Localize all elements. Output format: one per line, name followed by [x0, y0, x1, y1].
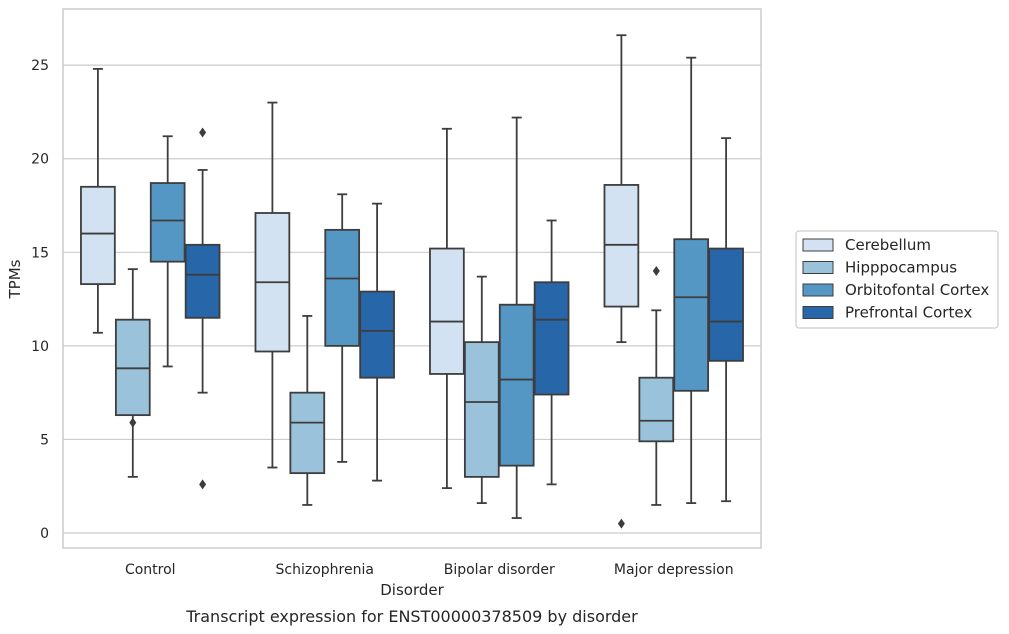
outlier-point: [199, 479, 207, 490]
box-orbitofontal-cortex: [149, 135, 186, 368]
x-tick-label: Bipolar disorder: [444, 562, 555, 578]
box-iqr: [463, 341, 500, 478]
legend-swatch: [802, 306, 834, 319]
y-tick-label: 5: [40, 432, 49, 448]
legend-label: Orbitofontal Cortex: [845, 281, 989, 299]
y-tick-label: 20: [31, 152, 49, 168]
box-iqr: [324, 228, 361, 347]
box-iqr: [603, 184, 640, 308]
box-iqr: [80, 185, 116, 286]
box-iqr: [673, 238, 710, 392]
outlier-point: [129, 417, 137, 428]
legend-swatch: [802, 261, 834, 274]
x-axis-label: Disorder: [380, 581, 444, 599]
box-prefrontal-cortex: [184, 127, 221, 490]
box-iqr: [638, 376, 675, 443]
box-iqr: [708, 247, 744, 362]
box-iqr: [114, 318, 151, 417]
legend-label: Cerebellum: [845, 236, 931, 254]
box-cerebellum: [603, 34, 640, 529]
y-axis-label: TPMs: [6, 259, 24, 299]
box-hipppocampus: [638, 266, 675, 506]
box-iqr: [149, 182, 186, 263]
x-tick-label: Major depression: [614, 562, 734, 578]
box-iqr: [533, 281, 570, 396]
box-hipppocampus: [289, 315, 326, 506]
box-cerebellum: [80, 67, 116, 334]
legend-label: Prefrontal Cortex: [845, 304, 972, 322]
box-prefrontal-cortex: [359, 202, 395, 482]
x-tick-label: Schizophrenia: [276, 562, 374, 578]
box-hipppocampus: [463, 275, 500, 504]
x-tick-labels: Control Schizophrenia Bipolar disorder Majo…: [125, 562, 734, 578]
box-iqr: [359, 290, 395, 379]
chart-caption: Transcript expression for ENST0000037850…: [185, 607, 638, 626]
box-prefrontal-cortex: [533, 219, 570, 486]
legend-swatch: [802, 238, 834, 252]
box-iqr: [184, 243, 221, 319]
y-tick-labels: 0 5 10 15 20 25: [31, 58, 49, 542]
legend: Cerebellum Hipppocampus Orbitofontal Corte…: [795, 230, 999, 329]
box-hipppocampus: [114, 268, 151, 478]
legend-swatch: [802, 283, 834, 297]
box-cerebellum: [429, 127, 465, 490]
y-tick-label: 25: [31, 58, 49, 74]
box-orbitofontal-cortex: [324, 193, 361, 463]
box-iqr: [289, 391, 326, 475]
box-iqr: [498, 303, 535, 467]
outlier-point: [617, 518, 625, 529]
y-tick-label: 15: [31, 245, 49, 261]
outlier-point: [652, 266, 660, 277]
box-cerebellum: [254, 101, 291, 469]
y-tick-label: 10: [31, 339, 49, 355]
plot-frame: [62, 8, 762, 549]
legend-frame: [795, 230, 999, 329]
box-orbitofontal-cortex: [673, 56, 710, 504]
y-tick-label: 0: [40, 526, 49, 542]
legend-label: Hipppocampus: [845, 259, 957, 277]
x-tick-label: Control: [125, 562, 176, 578]
box-iqr: [429, 247, 465, 375]
outlier-point: [199, 127, 207, 138]
box-groups: [80, 34, 744, 529]
box-orbitofontal-cortex: [498, 116, 535, 519]
box-prefrontal-cortex: [708, 137, 744, 503]
